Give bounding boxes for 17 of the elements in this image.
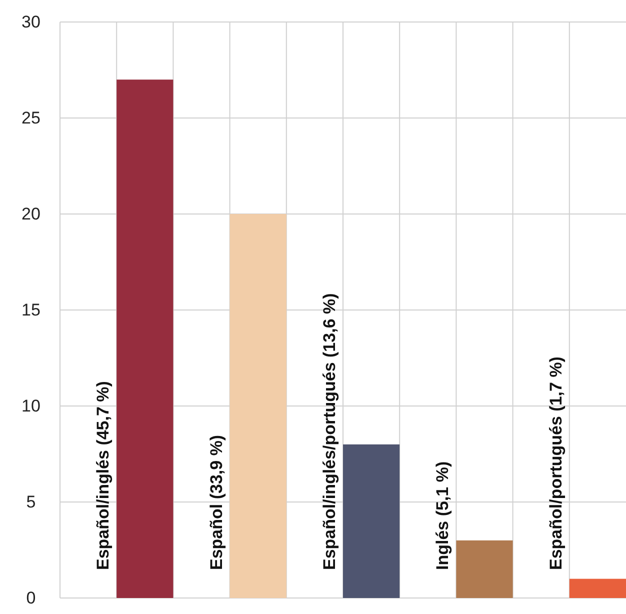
x-tick-label: Inglés (5,1 %) — [433, 461, 452, 570]
y-tick-label: 30 — [22, 12, 40, 32]
bar — [343, 444, 400, 598]
x-tick-label: Español/inglés (45,7 %) — [94, 381, 113, 570]
y-tick-label: 5 — [26, 492, 36, 512]
bar — [116, 80, 174, 598]
x-tick-label: Español (33,9 %) — [206, 434, 226, 570]
bar — [456, 540, 513, 598]
bar — [569, 578, 626, 598]
x-tick-label: Español/inglés/portugués (13,6 %) — [320, 293, 339, 570]
y-tick-label: 25 — [22, 108, 40, 128]
x-tick-label: Español/portugués (1,7 %) — [546, 356, 566, 570]
bar — [230, 214, 286, 598]
y-tick-label: 20 — [22, 204, 40, 224]
y-tick-label: 0 — [26, 588, 36, 608]
y-tick-label: 15 — [22, 300, 40, 320]
y-tick-label: 10 — [22, 396, 40, 416]
